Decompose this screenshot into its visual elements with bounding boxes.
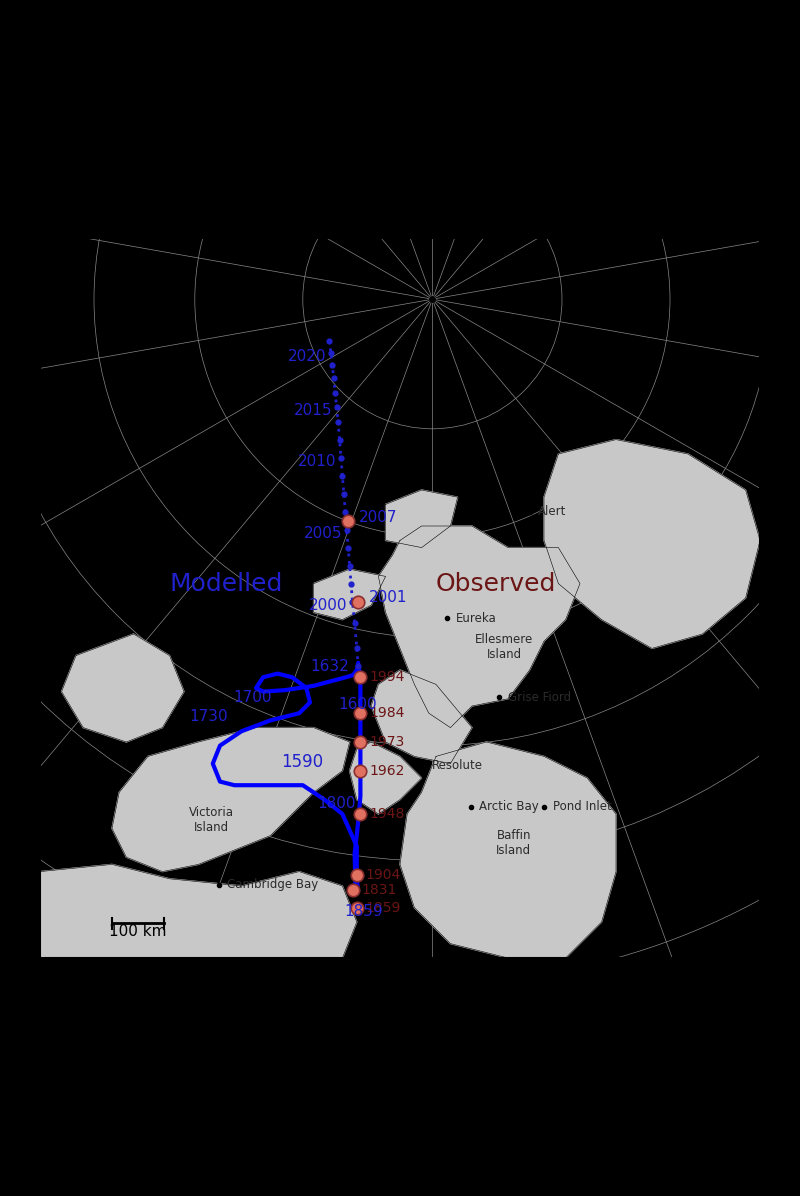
Text: 1859: 1859 [344,904,382,919]
Text: Victoria
Island: Victoria Island [189,806,234,834]
Text: Grise Fiord: Grise Fiord [508,691,571,704]
Text: Modelled: Modelled [170,572,283,596]
Text: Alert: Alert [538,505,566,518]
Text: 1859: 1859 [366,901,401,915]
Text: Cambridge Bay: Cambridge Bay [227,878,318,891]
Text: Baffin
Island: Baffin Island [496,829,531,856]
Polygon shape [314,569,386,620]
Text: 1800: 1800 [317,795,356,811]
Text: 2020: 2020 [288,349,326,365]
Polygon shape [112,727,350,872]
Text: 1994: 1994 [369,670,405,684]
Polygon shape [350,742,422,814]
Text: 2010: 2010 [298,453,336,469]
Text: 2007: 2007 [359,509,398,525]
Text: Arctic Bay: Arctic Bay [479,800,539,813]
Text: 2000: 2000 [310,598,348,612]
Text: 1730: 1730 [190,709,228,725]
Polygon shape [386,490,458,548]
Text: 2015: 2015 [294,403,332,419]
Text: Eureka: Eureka [455,611,496,624]
Polygon shape [371,670,472,763]
Text: Observed: Observed [436,572,556,596]
Text: Resolute: Resolute [432,758,482,771]
Polygon shape [400,742,616,958]
Polygon shape [40,865,357,958]
Text: 1831: 1831 [362,883,398,897]
Polygon shape [378,526,580,727]
Text: 1632: 1632 [310,659,349,673]
Text: 2001: 2001 [369,591,407,605]
Text: 2005: 2005 [303,526,342,541]
Text: 100 km: 100 km [109,925,166,939]
Text: 1948: 1948 [369,807,405,820]
Text: Pond Inlet: Pond Inlet [553,800,611,813]
Polygon shape [544,440,760,648]
Text: 1973: 1973 [369,736,404,749]
Text: 1600: 1600 [339,697,378,712]
Text: 1700: 1700 [233,690,271,704]
Text: Ellesmere
Island: Ellesmere Island [475,633,534,661]
Text: 1962: 1962 [369,764,405,777]
Text: 1904: 1904 [366,868,401,883]
Text: 1590: 1590 [282,753,323,771]
Text: 1984: 1984 [369,706,405,720]
Polygon shape [62,634,184,742]
